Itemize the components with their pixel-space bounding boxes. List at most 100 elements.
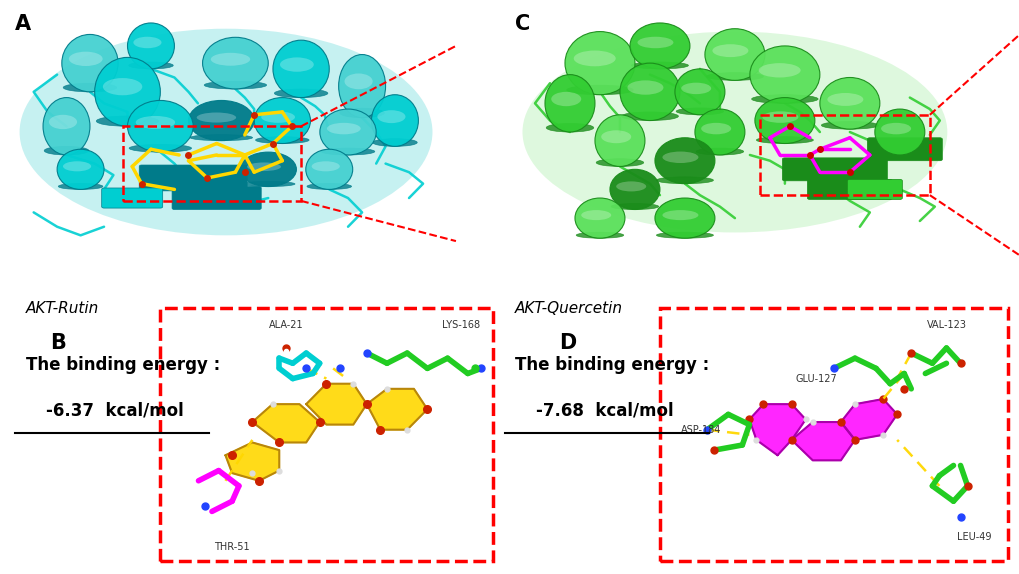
Text: ALA-21: ALA-21	[268, 320, 303, 330]
Ellipse shape	[273, 40, 329, 98]
Text: D: D	[558, 332, 576, 352]
FancyBboxPatch shape	[172, 187, 261, 210]
Ellipse shape	[594, 115, 644, 166]
Ellipse shape	[239, 152, 297, 187]
Text: THR-51: THR-51	[214, 542, 250, 552]
Ellipse shape	[656, 177, 712, 184]
Ellipse shape	[546, 123, 593, 132]
Ellipse shape	[756, 137, 812, 144]
Text: -7.68  kcal/mol: -7.68 kcal/mol	[535, 402, 673, 420]
Ellipse shape	[522, 32, 947, 232]
Text: VAL-123: VAL-123	[925, 320, 966, 330]
Ellipse shape	[656, 232, 712, 238]
Bar	[122, 126, 301, 201]
Ellipse shape	[377, 110, 406, 123]
Ellipse shape	[371, 95, 418, 146]
Ellipse shape	[321, 148, 374, 155]
Ellipse shape	[306, 149, 353, 189]
Ellipse shape	[312, 161, 339, 171]
Ellipse shape	[44, 146, 89, 155]
Ellipse shape	[372, 138, 417, 146]
Ellipse shape	[711, 44, 748, 57]
Bar	[759, 115, 929, 195]
Ellipse shape	[63, 83, 116, 92]
Text: LYS-168: LYS-168	[441, 320, 480, 330]
Ellipse shape	[754, 98, 814, 144]
Ellipse shape	[581, 210, 610, 220]
Ellipse shape	[637, 37, 673, 48]
Ellipse shape	[63, 161, 91, 171]
Ellipse shape	[57, 149, 104, 189]
Text: A: A	[15, 14, 31, 34]
Ellipse shape	[62, 34, 118, 92]
Ellipse shape	[544, 75, 594, 132]
Ellipse shape	[567, 86, 633, 95]
Ellipse shape	[127, 100, 193, 152]
Ellipse shape	[610, 204, 658, 210]
Text: The binding energy :: The binding energy :	[25, 356, 219, 374]
Ellipse shape	[819, 77, 879, 129]
Ellipse shape	[203, 37, 268, 89]
Ellipse shape	[189, 100, 254, 141]
Text: GLU-127: GLU-127	[795, 374, 837, 383]
Ellipse shape	[751, 95, 817, 103]
Text: AKT-Quercetin: AKT-Quercetin	[515, 301, 623, 316]
Polygon shape	[791, 422, 854, 460]
Text: ASP-184: ASP-184	[681, 425, 720, 435]
Ellipse shape	[600, 130, 631, 143]
Ellipse shape	[307, 184, 352, 189]
Ellipse shape	[136, 116, 175, 129]
Ellipse shape	[875, 148, 922, 155]
Text: AKT-Rutin: AKT-Rutin	[25, 301, 99, 316]
Ellipse shape	[320, 109, 376, 155]
Ellipse shape	[211, 53, 250, 65]
Ellipse shape	[190, 135, 253, 141]
Polygon shape	[749, 404, 805, 455]
Ellipse shape	[261, 111, 294, 123]
Ellipse shape	[700, 123, 731, 134]
Text: -6.37  kcal/mol: -6.37 kcal/mol	[46, 402, 183, 420]
Ellipse shape	[681, 83, 710, 94]
Ellipse shape	[749, 46, 819, 103]
Ellipse shape	[550, 92, 581, 106]
Ellipse shape	[706, 72, 762, 80]
FancyBboxPatch shape	[139, 165, 247, 191]
Polygon shape	[306, 383, 367, 425]
Ellipse shape	[96, 116, 159, 126]
Ellipse shape	[609, 169, 659, 210]
Polygon shape	[225, 443, 279, 481]
Ellipse shape	[58, 184, 103, 189]
Ellipse shape	[675, 69, 725, 115]
Ellipse shape	[880, 123, 910, 134]
Polygon shape	[252, 404, 319, 443]
Ellipse shape	[761, 111, 798, 123]
Ellipse shape	[69, 52, 103, 66]
Ellipse shape	[95, 57, 160, 126]
FancyBboxPatch shape	[807, 179, 892, 200]
Ellipse shape	[339, 108, 384, 118]
Polygon shape	[840, 399, 897, 440]
Ellipse shape	[43, 98, 90, 155]
FancyBboxPatch shape	[782, 158, 887, 181]
Text: The binding energy :: The binding energy :	[515, 356, 708, 374]
Ellipse shape	[242, 181, 294, 187]
Ellipse shape	[103, 78, 142, 95]
Ellipse shape	[758, 63, 800, 77]
Polygon shape	[367, 389, 427, 430]
Ellipse shape	[704, 29, 764, 80]
Ellipse shape	[654, 198, 714, 238]
Ellipse shape	[133, 37, 161, 48]
Ellipse shape	[344, 73, 372, 90]
Ellipse shape	[596, 158, 643, 166]
Ellipse shape	[676, 108, 722, 115]
Ellipse shape	[254, 98, 310, 144]
Ellipse shape	[874, 109, 924, 155]
Ellipse shape	[621, 112, 678, 121]
FancyBboxPatch shape	[847, 179, 902, 200]
Ellipse shape	[19, 29, 432, 235]
FancyBboxPatch shape	[866, 138, 942, 161]
Ellipse shape	[627, 80, 662, 95]
Ellipse shape	[654, 138, 714, 184]
Ellipse shape	[820, 121, 877, 129]
Ellipse shape	[620, 63, 680, 121]
